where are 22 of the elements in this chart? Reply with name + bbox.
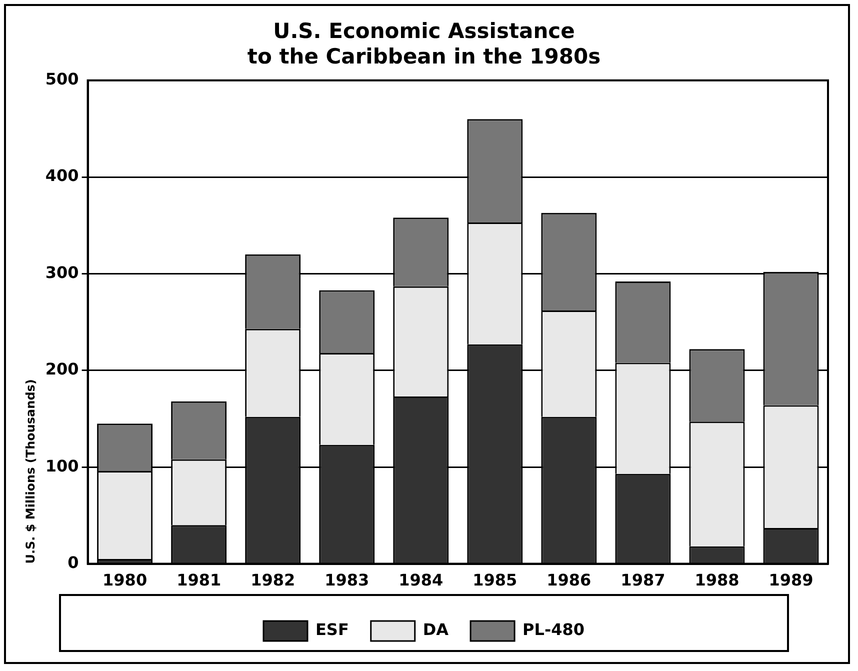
x-tick-label: 1980 bbox=[102, 570, 148, 590]
y-tick-label: 0 bbox=[68, 552, 79, 572]
y-tick-label: 100 bbox=[45, 456, 79, 476]
y-tick-label: 300 bbox=[45, 262, 79, 282]
x-tick-label: 1986 bbox=[546, 570, 592, 590]
x-tick-label: 1984 bbox=[398, 570, 444, 590]
x-tick-label: 1989 bbox=[768, 570, 814, 590]
legend-label: ESF bbox=[315, 620, 349, 640]
x-tick-label: 1983 bbox=[324, 570, 370, 590]
y-tick-label: 200 bbox=[45, 360, 79, 379]
x-tick-label: 1982 bbox=[250, 570, 296, 590]
x-tick-label: 1985 bbox=[472, 570, 518, 590]
text: to the Caribbean in the 1980s bbox=[247, 44, 601, 68]
x-tick-label: 1988 bbox=[694, 570, 740, 590]
y-axis-title: U.S. $ Millions (Thousands) bbox=[23, 379, 38, 564]
text: U.S. Economic Assistance bbox=[273, 19, 575, 44]
x-tick-label: 1987 bbox=[620, 570, 666, 590]
y-tick-label: 400 bbox=[45, 166, 79, 186]
legend-label: DA bbox=[422, 620, 450, 640]
legend-label: PL-480 bbox=[522, 620, 585, 640]
y-tick-label: 500 bbox=[45, 70, 79, 89]
x-tick-label: 1981 bbox=[176, 570, 222, 590]
